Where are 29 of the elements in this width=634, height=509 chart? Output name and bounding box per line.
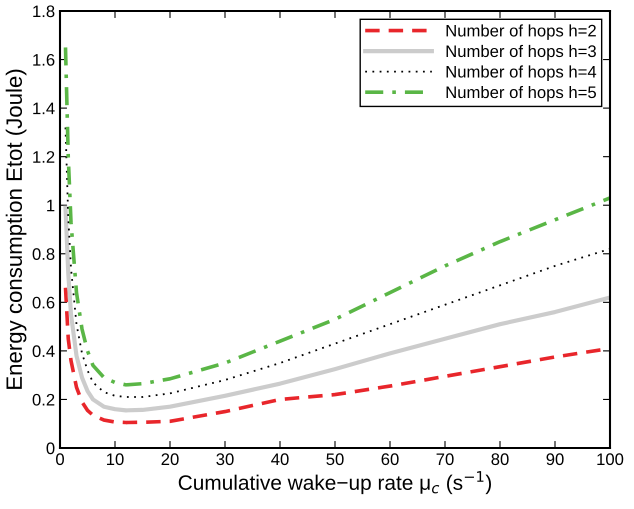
x-tick-label: 20: [162, 453, 179, 466]
y-tick-label: 1: [47, 200, 54, 212]
y-tick-label: 0.2: [32, 394, 54, 406]
x-tick-label: 90: [546, 453, 564, 466]
x-tick-label: 0: [56, 453, 64, 466]
y-tick-label: 0: [46, 442, 54, 454]
legend-label: Number of hops h=5: [446, 86, 596, 102]
x-tick-label: 10: [107, 453, 124, 466]
y-tick-label: 1.6: [33, 54, 54, 66]
x-tick-label: 80: [491, 453, 509, 466]
x-tick-label: 30: [216, 453, 234, 466]
y-tick-label: 0.4: [32, 345, 55, 358]
y-tick-label: 1.4: [33, 102, 55, 114]
legend-label: Number of hops h=4: [446, 65, 596, 81]
x-tick-label: 60: [382, 453, 399, 466]
y-tick-label: 1.2: [33, 151, 54, 163]
line-series: [63, 206, 610, 412]
y-tick-label: 1.8: [33, 5, 54, 18]
x-tick-label: 40: [271, 453, 289, 466]
legend-label: Number of hops h=3: [446, 44, 596, 60]
x-tick-label: 100: [597, 453, 624, 466]
y-tick-label: 0.8: [32, 248, 54, 260]
x-axis-title: Cumulative wake−up rate μ$_{c}$ (s$^{−1}$): [178, 471, 491, 494]
legend-label: Number of hops h=2: [446, 24, 596, 40]
x-tick-label: 50: [326, 453, 344, 466]
x-tick-label: 70: [436, 453, 454, 466]
y-axis-title: Energy consumption Etot (Joule): [6, 70, 26, 389]
line-series: [64, 46, 610, 387]
y-tick-label: 0.6: [32, 296, 54, 309]
